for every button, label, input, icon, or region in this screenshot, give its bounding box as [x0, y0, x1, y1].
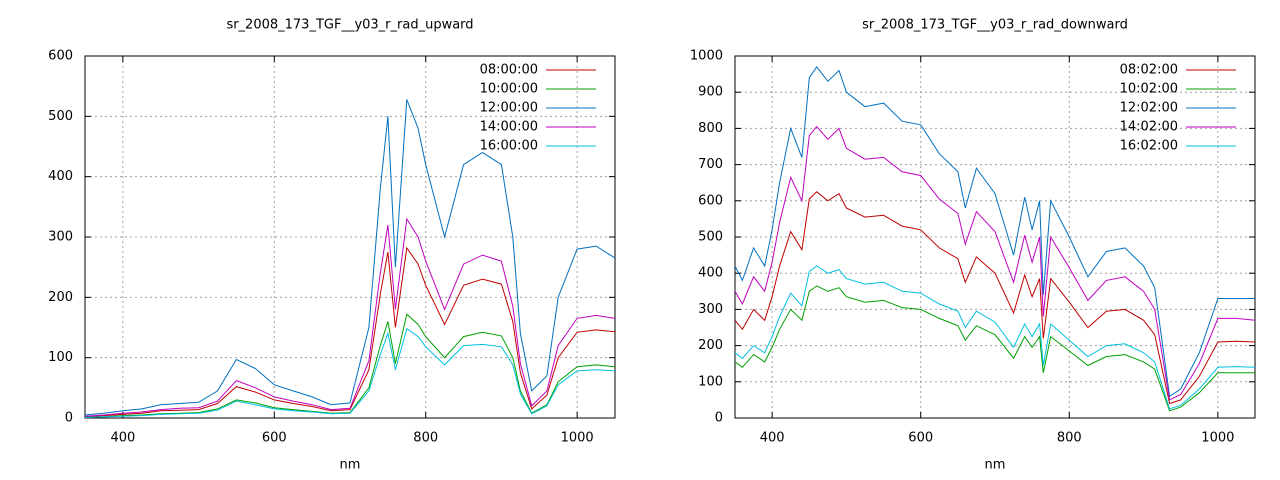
legend-label: 10:00:00 [480, 82, 538, 97]
legend-label: 14:02:00 [1120, 120, 1178, 135]
data-line [734, 66, 1255, 398]
x-axis-label: nm [985, 458, 1006, 473]
y-tick-label: 0 [65, 411, 73, 426]
y-tick-label: 200 [698, 338, 723, 353]
x-tick-label: 400 [760, 431, 785, 446]
legend-label: 08:02:00 [1120, 63, 1178, 78]
y-tick-label: 400 [698, 266, 723, 281]
data-line [84, 246, 616, 418]
data-line [734, 125, 1256, 401]
y-tick-label: 300 [698, 302, 723, 317]
data-line [734, 265, 1256, 410]
legend-label: 16:02:00 [1120, 139, 1178, 154]
plot-frame [84, 55, 616, 419]
y-tick-label: 700 [698, 157, 723, 172]
x-axis-label: nm [340, 458, 361, 473]
y-tick-label: 600 [698, 193, 723, 208]
x-tick-label: 1000 [1201, 431, 1234, 446]
y-tick-label: 300 [48, 230, 73, 245]
x-tick-label: 800 [1057, 431, 1082, 446]
data-line [84, 217, 616, 417]
legend-label: 10:02:00 [1120, 82, 1178, 97]
x-tick-label: 600 [908, 431, 933, 446]
data-line [84, 99, 616, 416]
y-tick-label: 200 [48, 290, 73, 305]
legend-label: 14:00:00 [480, 120, 538, 135]
y-tick-label: 1000 [690, 49, 723, 64]
x-tick-label: 600 [262, 431, 287, 446]
x-tick-label: 1000 [561, 431, 594, 446]
y-tick-label: 900 [698, 85, 723, 100]
chart-title: sr_2008_173_TGF__y03_r_rad_upward [226, 18, 473, 33]
legend-label: 12:00:00 [480, 101, 538, 116]
plot-frame [734, 55, 1256, 419]
legend-label: 16:00:00 [480, 139, 538, 154]
data-line [84, 327, 616, 418]
y-tick-label: 400 [48, 169, 73, 184]
y-tick-label: 600 [48, 49, 73, 64]
y-tick-label: 500 [698, 230, 723, 245]
y-tick-label: 100 [698, 374, 723, 389]
y-tick-label: 100 [48, 350, 73, 365]
x-tick-label: 400 [110, 431, 135, 446]
y-tick-label: 800 [698, 121, 723, 136]
legend-label: 08:00:00 [480, 63, 538, 78]
legend-label: 12:02:00 [1120, 101, 1178, 116]
data-line [734, 285, 1255, 412]
y-tick-label: 500 [48, 109, 73, 124]
y-tick-label: 0 [715, 411, 723, 426]
x-tick-label: 800 [413, 431, 438, 446]
chart-title: sr_2008_173_TGF__y03_r_rad_downward [862, 18, 1128, 33]
data-line [84, 313, 616, 418]
data-line [734, 191, 1256, 405]
